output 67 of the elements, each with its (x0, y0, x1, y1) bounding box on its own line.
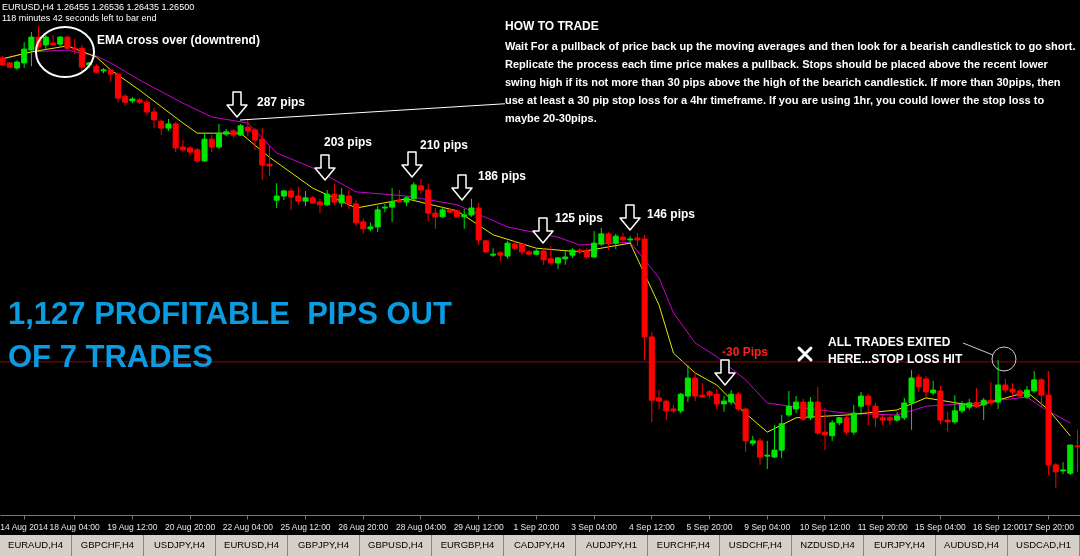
text: NZDUSD,H4 (792, 535, 864, 556)
x-tick-label: 18 Aug 04:00 (49, 521, 100, 532)
x-tick-label: 14 Aug 2014 (0, 521, 49, 532)
text: GBPJPY,H4 (288, 535, 360, 556)
candlestick (850, 404, 857, 436)
annotation: ALL TRADES EXITED HERE...STOP LOSS HIT (828, 334, 964, 368)
x-tick-label: 3 Sep 04:00 (571, 521, 618, 532)
annotation: EMA cross over (downtrend) (97, 33, 260, 48)
candlestick (995, 359, 1002, 410)
candlestick (858, 391, 865, 416)
text: EURJPY,H4 (864, 535, 936, 556)
text: GBPCHF,H4 (72, 535, 144, 556)
annotation: 287 pips (257, 95, 306, 110)
candlestick (1074, 429, 1080, 473)
candlestick (757, 437, 764, 466)
x-tick-label: 17 Sep 20:00 (1023, 521, 1075, 532)
text: USDCAD,H1 (1008, 535, 1080, 556)
candlestick (980, 397, 987, 421)
x-tick-label: 25 Aug 12:00 (280, 521, 331, 532)
annotation: Wait For a pullback of price back up the moving averages and then look for a bearish candlestick to go short. Replicate the process each time price makes a pullback. Stops should be placed above the recent lower swing high if its not more than 30 pips above the high of the bearich candlestick. If more than 30pips, then use at least a 30 pip stop loss for a 4hr timeframe. If you are using 1hr, you could lower the stop loss to maybe 20-30pips. (505, 37, 1077, 127)
candlestick (800, 398, 807, 422)
candlestick (807, 396, 814, 421)
annotation: 186 pips (478, 169, 527, 184)
x-tick-label: 11 Sep 20:00 (857, 521, 908, 532)
text: EURAUD,H4 (0, 535, 72, 556)
candlestick (504, 240, 511, 260)
candlestick (490, 247, 497, 258)
x-tick-label: 1 Sep 20:00 (513, 521, 560, 532)
x-tick-label: 28 Aug 04:00 (395, 521, 447, 532)
text: EURGBP,H4 (432, 535, 504, 556)
candlestick (338, 187, 345, 208)
annotation: 1,127 PROFITABLE PIPS OUT OF 7 TRADES (8, 295, 453, 376)
text: GBPUSD,H4 (360, 535, 432, 556)
candlestick (865, 393, 872, 426)
candlestick (605, 231, 612, 251)
x-tick-label: 22 Aug 04:00 (222, 521, 274, 532)
text: USDJPY,H4 (144, 535, 216, 556)
x-tick-label: 26 Aug 20:00 (338, 521, 389, 532)
candlestick (50, 34, 57, 47)
candlestick (331, 183, 338, 206)
chart-title: EURUSD,H4 1.26455 1.26536 1.26435 1.26500 (2, 2, 195, 13)
x-tick-label: 29 Aug 12:00 (453, 521, 504, 532)
annotation: 146 pips (647, 207, 696, 222)
annotation: HOW TO TRADE (505, 19, 599, 34)
text: AUDJPY,H1 (576, 535, 648, 556)
chart-subtitle: 118 minutes 42 seconds left to bar end (2, 13, 158, 24)
x-tick-label: 19 Aug 12:00 (107, 521, 158, 532)
candlestick (987, 381, 994, 406)
x-tick-label: 5 Sep 20:00 (686, 521, 733, 532)
text: AUDUSD,H4 (936, 535, 1008, 556)
x-tick-label: 10 Sep 12:00 (799, 521, 851, 532)
x-tick-label: 20 Aug 20:00 (165, 521, 216, 532)
x-tick-label: 9 Sep 04:00 (744, 521, 791, 532)
annotation: 203 pips (324, 135, 373, 150)
candlestick (843, 414, 850, 436)
text: USDCHF,H4 (720, 535, 792, 556)
annotation: 125 pips (555, 211, 604, 226)
annotation: -30 Pips (722, 345, 769, 360)
text: EURUSD,H4 (216, 535, 288, 556)
annotation: 210 pips (420, 138, 469, 153)
x-tick-label: 4 Sep 12:00 (628, 521, 676, 532)
candlestick (201, 132, 208, 163)
text: EURCHF,H4 (648, 535, 720, 556)
text: CADJPY,H4 (504, 535, 576, 556)
x-tick-label: 16 Sep 12:00 (972, 521, 1024, 532)
x-tick-label: 15 Sep 04:00 (915, 521, 966, 532)
candlestick (973, 387, 980, 409)
